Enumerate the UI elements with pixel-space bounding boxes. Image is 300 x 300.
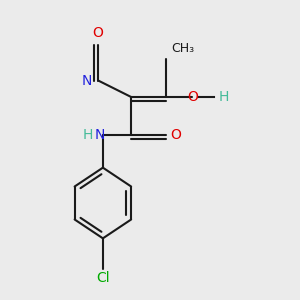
Text: H: H [83, 128, 94, 142]
Text: N: N [95, 128, 105, 142]
Text: CH₃: CH₃ [171, 42, 194, 55]
Text: Cl: Cl [96, 271, 110, 285]
Text: N: N [81, 74, 92, 88]
Text: H: H [218, 90, 229, 104]
Text: O: O [187, 90, 198, 104]
Text: O: O [93, 26, 104, 40]
Text: O: O [170, 128, 181, 142]
